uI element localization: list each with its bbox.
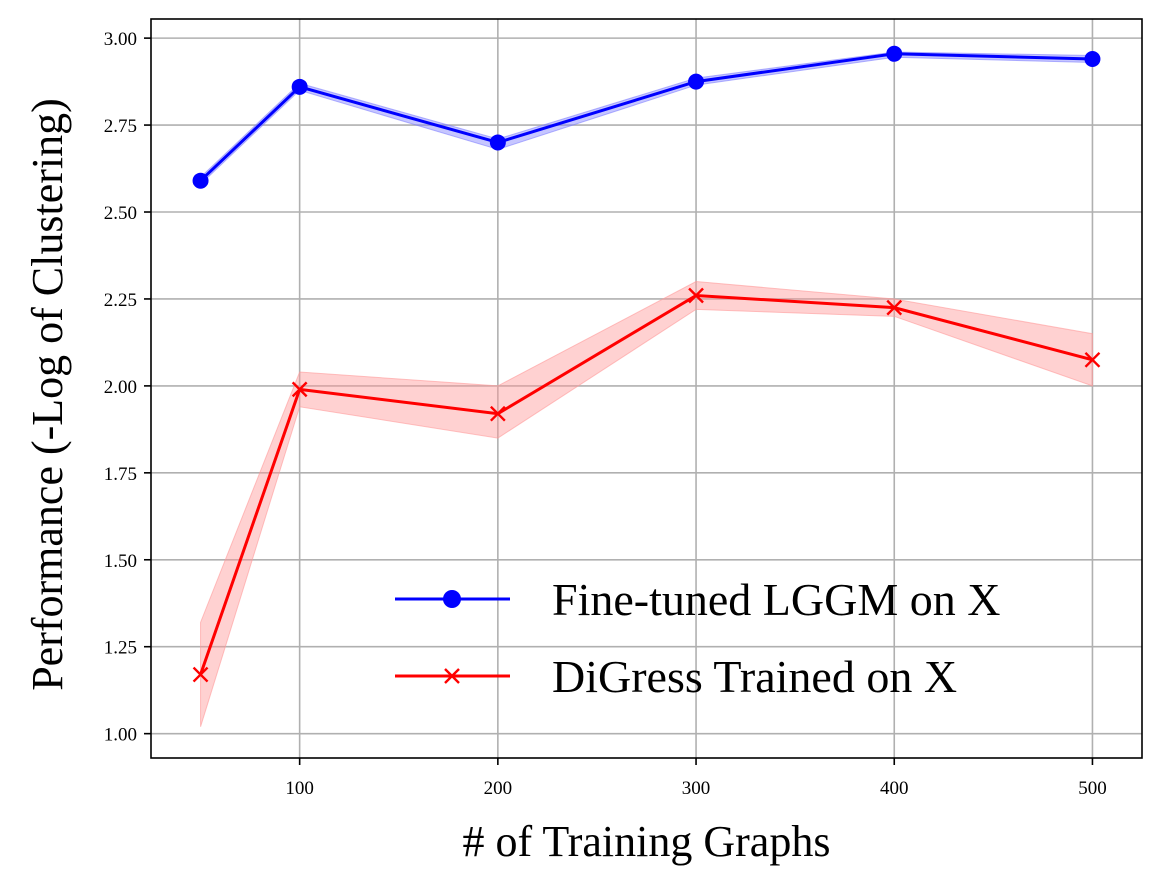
data-point [886, 299, 903, 316]
y-tick-label: 2.00 [104, 377, 137, 398]
x-tick-label: 200 [484, 778, 513, 799]
series-markers [192, 45, 1101, 683]
data-point [1084, 351, 1101, 368]
legend: Fine-tuned LGGM on X DiGress Trained on X [395, 574, 1000, 702]
x-axis-label: # of Training Graphs [463, 817, 831, 866]
y-tick-label: 3.00 [104, 29, 137, 50]
legend-item: Fine-tuned LGGM on X [395, 574, 1000, 625]
data-point [490, 405, 506, 422]
confidence-band [200, 51, 1093, 186]
y-tick-label: 1.75 [104, 464, 137, 485]
grid [151, 19, 1142, 758]
confidence-bands [200, 51, 1093, 727]
legend-label: DiGress Trained on X [552, 651, 957, 702]
x-marker-stroke [688, 287, 704, 304]
x-marker-stroke [886, 299, 903, 316]
x-marker-stroke [1084, 351, 1101, 368]
legend-label: Fine-tuned LGGM on X [552, 574, 1000, 625]
y-tick-label: 2.50 [104, 203, 137, 224]
series-line [199, 293, 1093, 676]
y-tick-label: 2.25 [104, 290, 137, 311]
y-tick-label: 1.50 [104, 551, 137, 572]
data-point [192, 172, 209, 189]
y-axis-label: Performance (-Log of Clustering) [23, 98, 72, 691]
confidence-band [200, 281, 1093, 727]
y-tick-label: 2.75 [104, 116, 137, 137]
x-tick-label: 500 [1078, 778, 1107, 799]
y-tick-label: 1.25 [104, 638, 137, 659]
x-tick-label: 400 [880, 778, 909, 799]
series-line [199, 52, 1093, 182]
x-tick-label: 300 [682, 778, 711, 799]
x-tick-label: 100 [285, 778, 314, 799]
legend-item: DiGress Trained on X [395, 651, 957, 702]
axis-ticks: 100 200 300 400 500 1.00 1.25 1.50 1.75 2.00 2.25 2… [104, 29, 1107, 799]
data-point [291, 78, 308, 95]
data-point [688, 73, 705, 90]
y-tick-label: 1.00 [104, 725, 137, 746]
legend-marker [443, 590, 461, 608]
plot-frame [150, 18, 1143, 759]
x-marker-stroke [291, 381, 308, 398]
data-point [886, 45, 903, 62]
series-lines [199, 52, 1093, 676]
x-marker-stroke [490, 405, 506, 422]
data-point [489, 134, 506, 151]
x-marker-stroke [192, 666, 209, 683]
data-point [688, 287, 704, 304]
data-point [1084, 50, 1101, 67]
data-point [291, 381, 308, 398]
data-point [192, 666, 209, 683]
legend-marker [444, 668, 460, 684]
